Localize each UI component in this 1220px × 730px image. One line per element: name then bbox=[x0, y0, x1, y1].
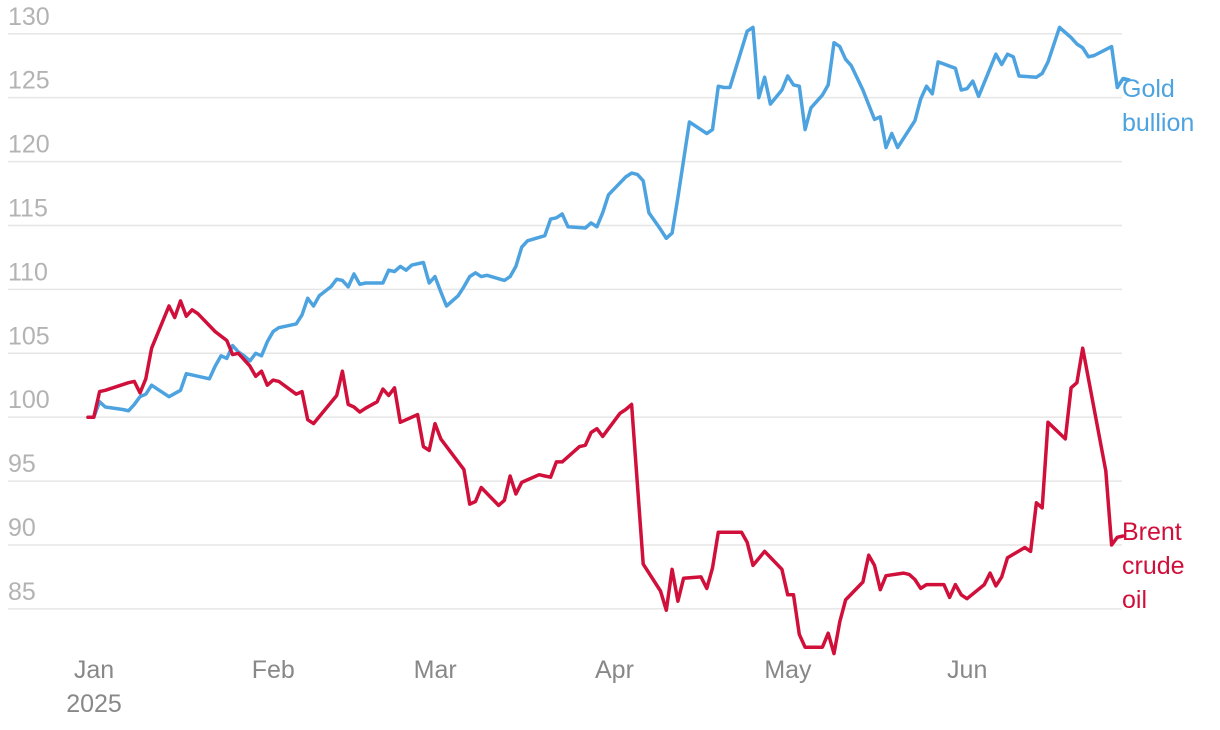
x-tick-label: Jun bbox=[947, 656, 987, 684]
y-tick-label: 120 bbox=[8, 131, 50, 159]
y-tick-label: 115 bbox=[8, 194, 48, 222]
series-labels: Gold bullion Brent crude oil bbox=[1122, 75, 1194, 614]
series-label: Gold bbox=[1122, 75, 1175, 103]
y-tick-label: 130 bbox=[8, 3, 50, 31]
series-line-brent-crude-oil bbox=[86, 299, 1125, 656]
series-line-gold-bullion bbox=[86, 25, 1131, 419]
y-tick-label: 100 bbox=[8, 386, 50, 414]
series-lines bbox=[86, 25, 1131, 656]
x-tick-label: Jan bbox=[74, 656, 114, 684]
x-tick-label: Feb bbox=[252, 656, 295, 684]
gridlines bbox=[8, 33, 1122, 610]
x-axis-ticks: Jan 2025 Feb Mar Apr May Jun bbox=[66, 656, 987, 718]
series-label: oil bbox=[1122, 586, 1147, 614]
x-tick-label: Mar bbox=[414, 656, 457, 684]
x-tick-sublabel: 2025 bbox=[66, 690, 122, 718]
series-label: Brent bbox=[1122, 518, 1182, 546]
y-tick-label: 125 bbox=[8, 67, 50, 95]
y-tick-label: 95 bbox=[8, 450, 36, 478]
x-tick-label: May bbox=[764, 656, 812, 684]
y-axis-ticks: 85 90 95 100 105 110 115 120 125 130 bbox=[8, 3, 50, 606]
y-tick-label: 90 bbox=[8, 514, 36, 542]
x-tick-label: Apr bbox=[595, 656, 634, 684]
y-tick-label: 105 bbox=[8, 322, 50, 350]
y-tick-label: 85 bbox=[8, 578, 36, 606]
y-tick-label: 110 bbox=[8, 258, 48, 286]
series-label: bullion bbox=[1122, 109, 1194, 137]
series-label: crude bbox=[1122, 552, 1185, 580]
